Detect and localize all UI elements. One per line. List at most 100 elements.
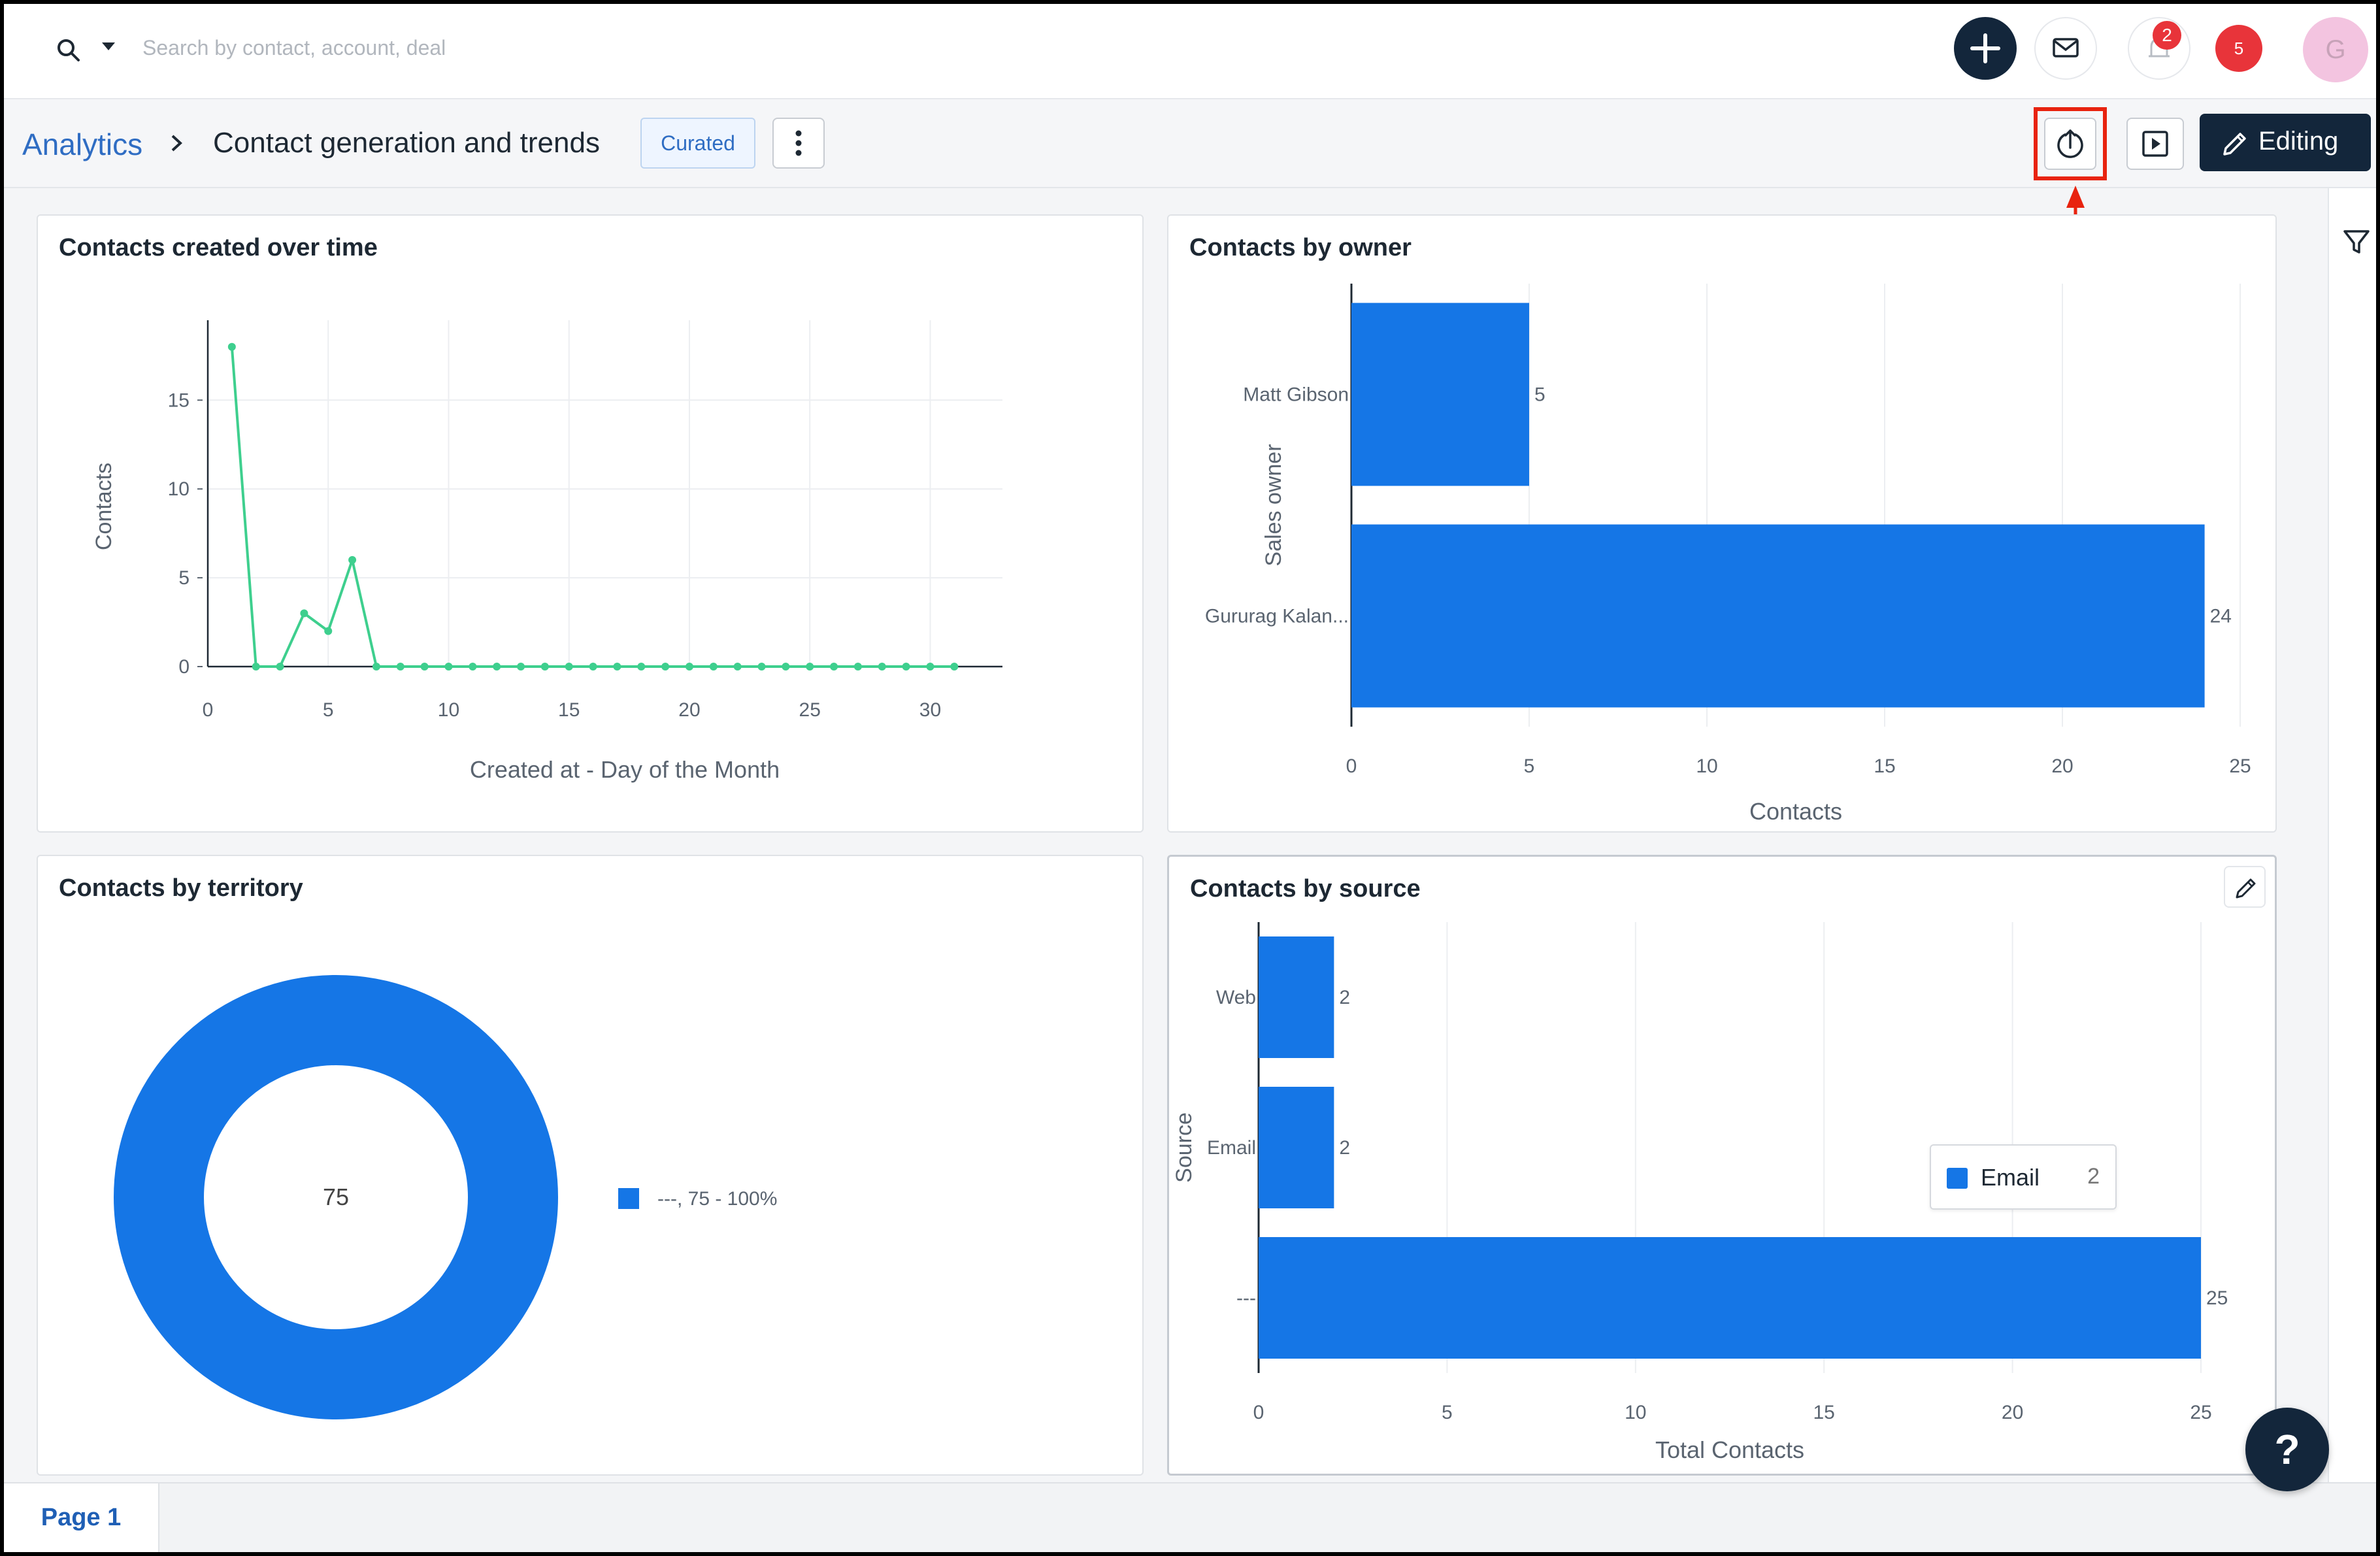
x-tick-label: 25 xyxy=(2229,755,2251,777)
data-point xyxy=(540,663,549,670)
data-point xyxy=(926,663,934,670)
bar xyxy=(1351,303,1529,486)
data-point xyxy=(444,663,453,670)
category-label: Web xyxy=(1216,987,1256,1008)
y-tick-label: 15 xyxy=(168,389,190,411)
mail-icon xyxy=(2053,38,2079,58)
data-point xyxy=(757,663,766,670)
x-tick-label: 5 xyxy=(1524,755,1535,777)
help-button[interactable]: ? xyxy=(2245,1408,2329,1491)
data-point xyxy=(396,663,405,670)
data-point xyxy=(276,663,284,670)
notification-count-badge: 2 xyxy=(2153,21,2181,50)
data-label: 24 xyxy=(2210,606,2232,627)
x-tick-label: 15 xyxy=(1874,755,1895,777)
x-tick-label: 5 xyxy=(1442,1402,1453,1423)
card-contacts-by-owner[interactable]: Contacts by owner 5 Matt Gibson 24 Gururag … xyxy=(1167,214,2277,833)
x-tick-label: 30 xyxy=(919,699,941,721)
donut-chart: 75 ---, 75 - 100% xyxy=(114,975,777,1419)
data-point xyxy=(613,663,621,670)
data-point xyxy=(782,663,790,670)
data-label: 2 xyxy=(1339,1137,1350,1159)
x-tick-label: 10 xyxy=(438,699,459,721)
card-title: Contacts by source xyxy=(1190,875,1421,902)
y-tick-label: 5 xyxy=(178,567,190,589)
x-axis-label: Contacts xyxy=(1749,798,1842,825)
data-point xyxy=(733,663,742,670)
data-point xyxy=(709,663,718,670)
x-tick-label: 0 xyxy=(1253,1402,1264,1423)
tooltip-swatch xyxy=(1947,1168,1968,1189)
tooltip-value: 2 xyxy=(2087,1164,2100,1189)
curated-badge: Curated xyxy=(640,118,755,169)
data-point xyxy=(420,663,429,670)
category-label: Email xyxy=(1207,1137,1256,1159)
x-axis-label: Created at - Day of the Month xyxy=(470,756,780,783)
pencil-icon xyxy=(2223,133,2246,156)
donut-center-label: 75 xyxy=(323,1184,349,1210)
y-tick-label: 0 xyxy=(178,656,190,678)
chevron-down-icon[interactable] xyxy=(101,41,116,52)
data-point xyxy=(878,663,886,670)
data-point xyxy=(853,663,862,670)
edit-card-button[interactable] xyxy=(2224,866,2266,908)
chevron-right-icon xyxy=(171,135,182,152)
category-label: --- xyxy=(1236,1287,1256,1309)
tab-page-1[interactable]: Page 1 xyxy=(4,1483,159,1552)
bar xyxy=(1259,936,1334,1058)
search-input[interactable] xyxy=(141,27,732,68)
create-button[interactable] xyxy=(1954,17,2017,80)
bar xyxy=(1259,1087,1334,1208)
data-label: 25 xyxy=(2206,1287,2228,1309)
mail-button[interactable] xyxy=(2034,17,2097,80)
card-contacts-over-time[interactable]: Contacts created over time 0 5 10 15 20 25 30 0… xyxy=(37,214,1144,833)
bar xyxy=(1351,524,2205,708)
tooltip-label: Email xyxy=(1981,1164,2040,1191)
kebab-icon xyxy=(795,130,802,156)
data-point xyxy=(300,609,308,618)
series-line xyxy=(230,346,955,668)
x-tick-label: 25 xyxy=(2190,1402,2211,1423)
y-axis-label: Source xyxy=(1172,1112,1197,1183)
upload-icon xyxy=(2057,129,2083,158)
present-button[interactable] xyxy=(2126,118,2184,170)
legend-label: ---, 75 - 100% xyxy=(657,1188,777,1210)
data-point xyxy=(469,663,477,670)
card-contacts-by-source[interactable]: Contacts by source 2 Web 2 Email 25 --- 0 5 10 15… xyxy=(1167,855,2277,1476)
data-point xyxy=(902,663,910,670)
page-title: Contact generation and trends xyxy=(213,127,600,159)
editing-button[interactable]: Editing xyxy=(2200,114,2371,171)
data-point xyxy=(324,627,333,635)
data-point xyxy=(227,342,236,351)
alerts-badge[interactable]: 5 xyxy=(2215,25,2262,72)
data-point xyxy=(565,663,573,670)
data-point xyxy=(830,663,838,670)
data-point xyxy=(493,663,501,670)
data-point xyxy=(517,663,525,670)
plus-icon xyxy=(1970,33,2000,63)
y-axis-label: Contacts xyxy=(91,463,116,550)
x-tick-label: 15 xyxy=(558,699,580,721)
card-title: Contacts by territory xyxy=(59,874,303,902)
filter-icon[interactable] xyxy=(2342,227,2371,256)
app-window: 2 5 G Analytics Contact generation and t… xyxy=(4,4,2376,1552)
x-tick-label: 20 xyxy=(2051,755,2073,777)
category-label: Gururag Kalan... xyxy=(1205,606,1349,627)
play-icon xyxy=(2142,131,2168,157)
y-axis-label: Sales owner xyxy=(1261,444,1286,566)
avatar[interactable]: G xyxy=(2303,17,2368,82)
x-axis-label: Total Contacts xyxy=(1655,1436,1804,1463)
chart-tooltip: Email 2 xyxy=(1930,1144,2117,1210)
data-point xyxy=(661,663,670,670)
legend-swatch xyxy=(618,1188,639,1209)
export-button[interactable] xyxy=(2044,118,2096,170)
breadcrumb-analytics-link[interactable]: Analytics xyxy=(22,127,143,161)
top-bar: 2 5 G xyxy=(4,4,2376,99)
card-contacts-by-territory[interactable]: Contacts by territory 75 ---, 75 - 100% xyxy=(37,855,1144,1476)
pencil-icon xyxy=(2236,878,2256,899)
data-label: 5 xyxy=(1534,384,1545,406)
search-icon[interactable] xyxy=(55,37,82,64)
more-options-button[interactable] xyxy=(772,118,825,169)
line-chart: 0 5 10 15 20 25 30 0 5 10 15 Created at - Day of th… xyxy=(91,320,1002,783)
x-tick-label: 15 xyxy=(1813,1402,1835,1423)
